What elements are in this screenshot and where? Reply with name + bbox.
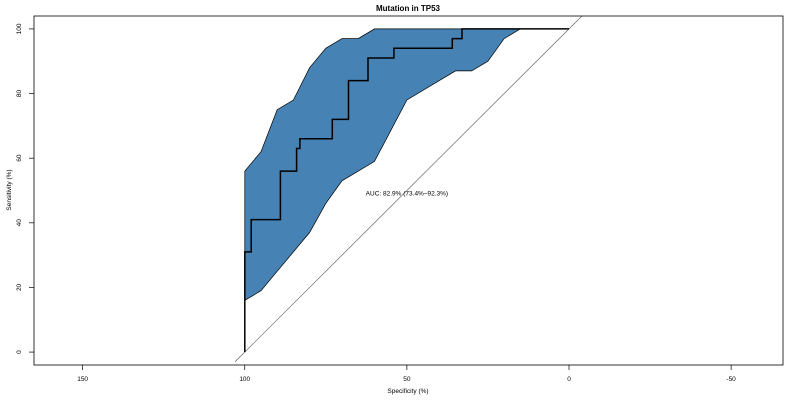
y-tick-label: 20 <box>16 283 23 291</box>
y-axis-label: Sensitivity (%) <box>6 169 13 210</box>
y-tick-label: 100 <box>16 23 23 34</box>
x-tick-label: 50 <box>403 376 411 383</box>
x-axis-label: Specificity (%) <box>387 388 428 395</box>
plot-frame <box>33 15 784 366</box>
x-tick-label: -50 <box>726 376 736 383</box>
y-tick-label: 60 <box>16 154 23 162</box>
ci-band-layer <box>244 28 522 302</box>
chart-title: Mutation in TP53 <box>376 4 441 13</box>
y-tick-label: 80 <box>16 90 23 98</box>
line-layer <box>234 16 583 362</box>
y-tick-label: 40 <box>16 219 23 227</box>
ci-band <box>244 28 522 302</box>
x-tick-label: 100 <box>239 376 250 383</box>
diagonal-reference-line <box>234 16 583 362</box>
axis-layer: 150 100 50 0 -50 0 20 40 60 80 100 <box>16 23 736 383</box>
x-tick-label: 150 <box>77 376 88 383</box>
y-tick-label: 0 <box>16 350 23 354</box>
x-tick-label: 0 <box>567 376 571 383</box>
roc-curve <box>244 28 569 353</box>
auc-annotation: AUC: 82.9% (73.4%–92.3%) <box>366 191 448 198</box>
